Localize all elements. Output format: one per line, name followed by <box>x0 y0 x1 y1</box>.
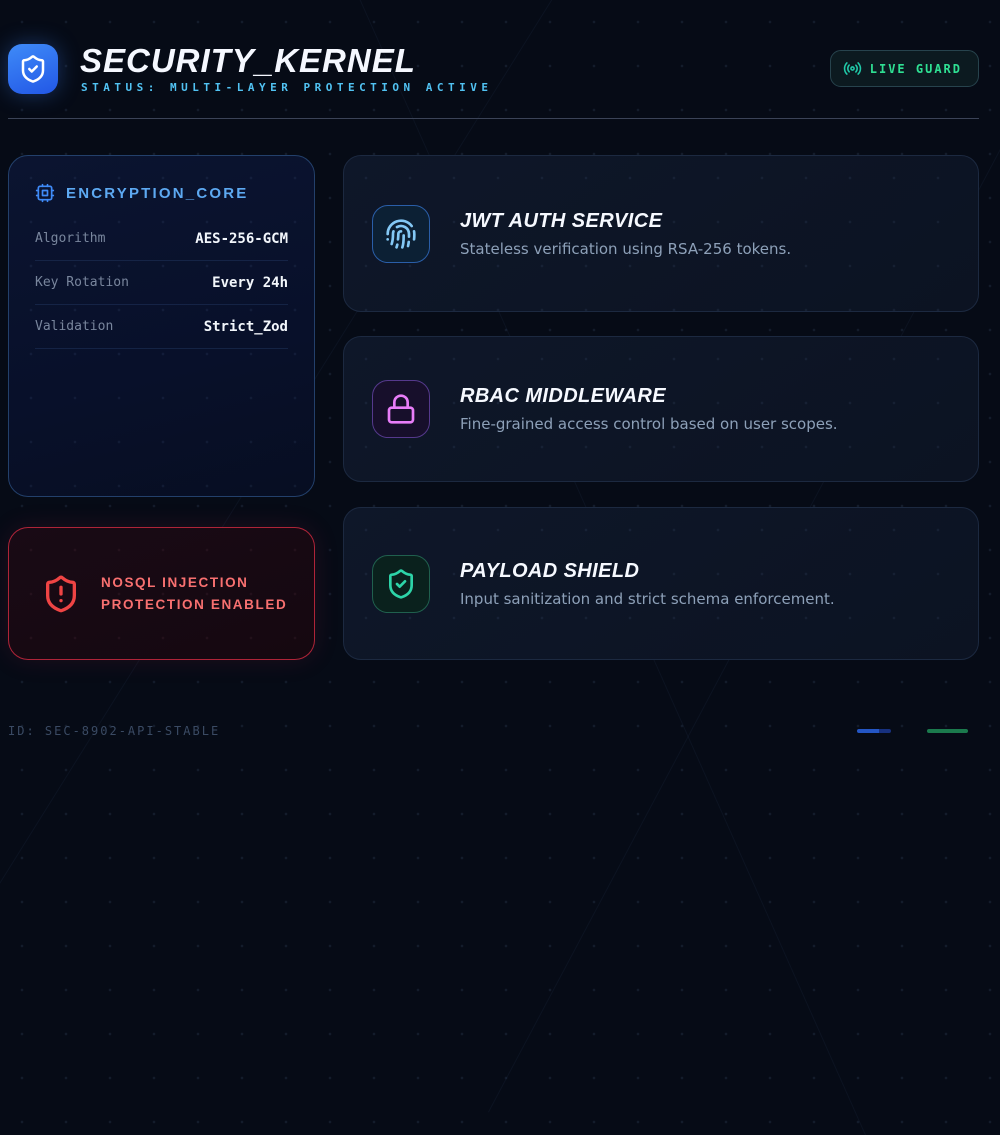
service-title: PAYLOAD SHIELD <box>460 559 640 582</box>
row-label: Validation <box>35 319 114 334</box>
service-title: JWT AUTH SERVICE <box>460 209 663 232</box>
shield-check-icon <box>18 54 48 84</box>
encryption-row-algorithm: Algorithm AES-256-GCM <box>35 217 288 261</box>
lock-icon <box>385 393 417 425</box>
row-value: Every 24h <box>212 274 288 291</box>
indicator-bar-green <box>927 729 968 733</box>
fingerprint-icon <box>385 218 417 250</box>
row-value: Strict_Zod <box>203 318 288 335</box>
live-guard-badge[interactable]: LIVE GUARD <box>829 50 979 87</box>
app-logo <box>8 44 58 94</box>
service-description: Input sanitization and strict schema enf… <box>460 589 835 608</box>
service-card-jwt-auth[interactable]: JWT AUTH SERVICE Stateless verification … <box>343 155 979 312</box>
indicator-bar-blue <box>857 729 891 733</box>
icon-tile <box>372 204 430 263</box>
shield-check-icon <box>385 568 417 600</box>
page-title: SECURITY_KERNEL <box>80 42 416 79</box>
encryption-row-key-rotation: Key Rotation Every 24h <box>35 261 288 305</box>
shield-alert-icon <box>41 574 81 614</box>
service-description: Stateless verification using RSA-256 tok… <box>460 239 792 258</box>
live-guard-label: LIVE GUARD <box>869 61 962 76</box>
row-value: AES-256-GCM <box>195 230 288 247</box>
header-divider <box>8 118 979 119</box>
row-label: Algorithm <box>35 231 106 246</box>
service-description: Fine-grained access control based on use… <box>460 415 838 433</box>
encryption-panel-title: ENCRYPTION_CORE <box>66 184 249 202</box>
encryption-row-validation: Validation Strict_Zod <box>35 305 288 349</box>
icon-tile <box>372 380 430 438</box>
service-card-rbac[interactable]: RBAC MIDDLEWARE Fine-grained access cont… <box>343 336 979 482</box>
service-card-payload-shield[interactable]: PAYLOAD SHIELD Input sanitization and st… <box>343 507 979 660</box>
status-text: STATUS: MULTI-LAYER PROTECTION ACTIVE <box>81 81 493 94</box>
alert-line-1: NOSQL INJECTION <box>101 574 249 590</box>
encryption-core-panel: ENCRYPTION_CORE Algorithm AES-256-GCM Ke… <box>8 155 315 497</box>
nosql-protection-banner: NOSQL INJECTION PROTECTION ENABLED <box>8 527 315 660</box>
nosql-protection-text: NOSQL INJECTION PROTECTION ENABLED <box>101 572 287 615</box>
alert-line-2: PROTECTION ENABLED <box>101 596 288 612</box>
radio-icon <box>843 59 862 78</box>
row-label: Key Rotation <box>35 275 129 290</box>
system-id-label: ID: SEC-8902-API-STABLE <box>8 724 221 738</box>
icon-tile <box>372 554 430 613</box>
service-title: RBAC MIDDLEWARE <box>460 385 666 407</box>
cpu-icon <box>35 183 55 203</box>
